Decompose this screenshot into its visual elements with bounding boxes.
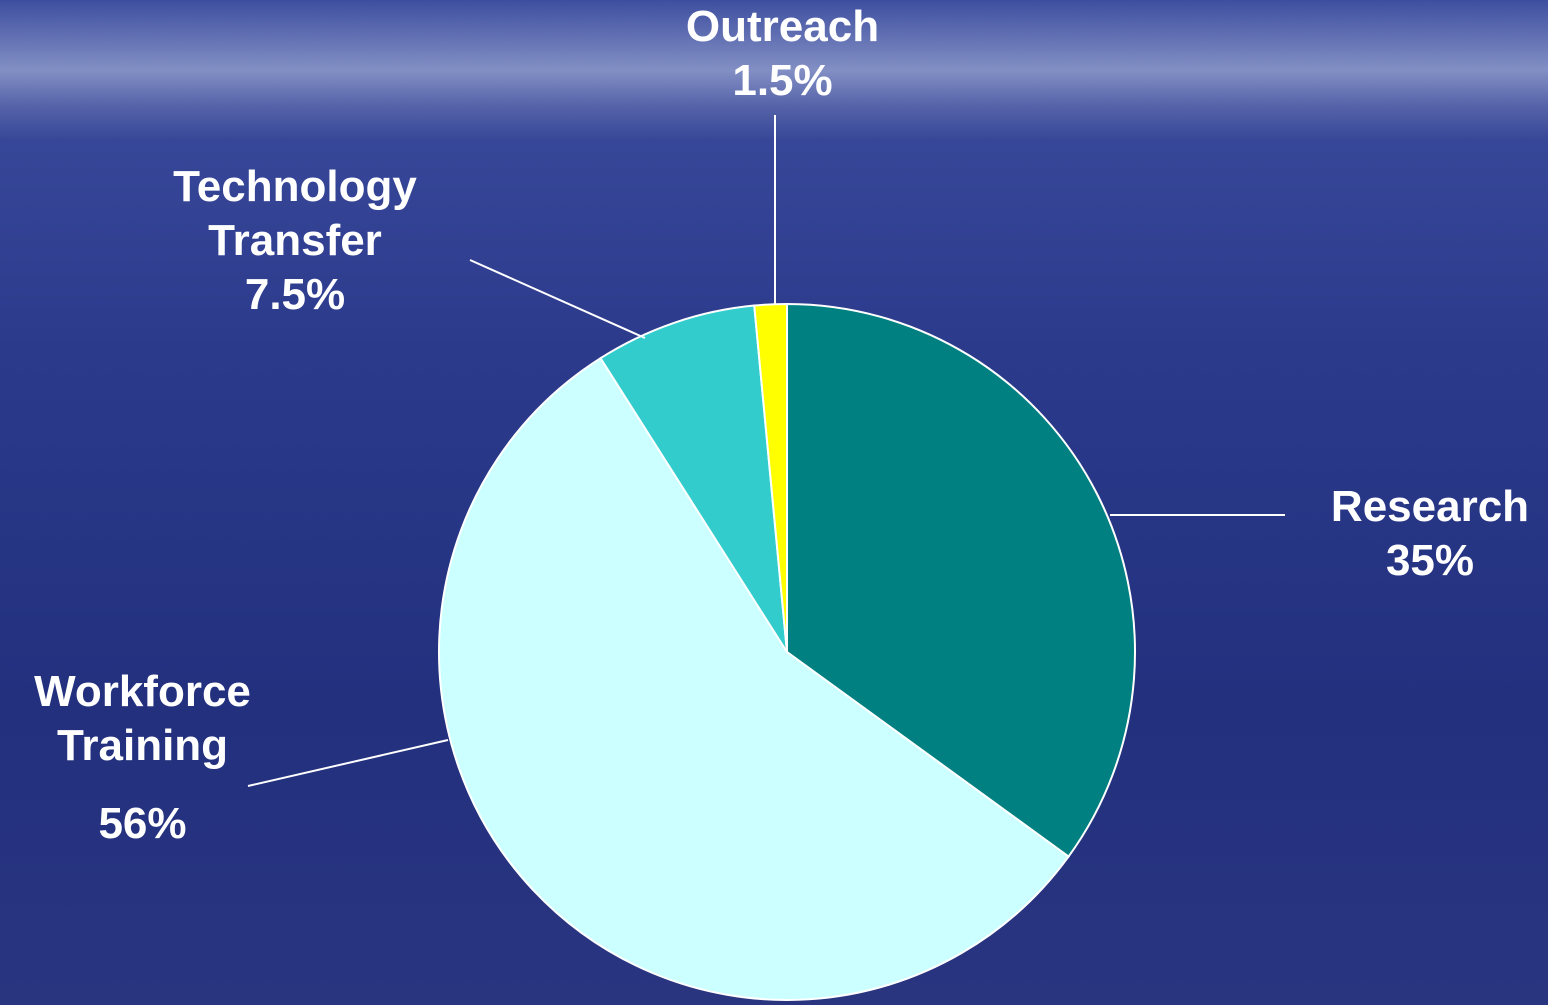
category-label: Research (1300, 480, 1548, 534)
page: Research35% Workforce Training 56% Technolo… (0, 0, 1548, 1005)
slice-label: Workforce Training 56% (0, 665, 285, 851)
value-label: 7.5% (140, 268, 450, 322)
category-label: Outreach (640, 0, 925, 54)
leader-line (470, 260, 645, 338)
value-label: 1.5% (640, 54, 925, 108)
pie (439, 304, 1135, 1000)
category-label: Technology Transfer (140, 160, 450, 268)
value-label: 35% (1300, 534, 1548, 588)
value-label: 56% (0, 797, 285, 851)
category-label: Workforce Training (0, 665, 285, 773)
